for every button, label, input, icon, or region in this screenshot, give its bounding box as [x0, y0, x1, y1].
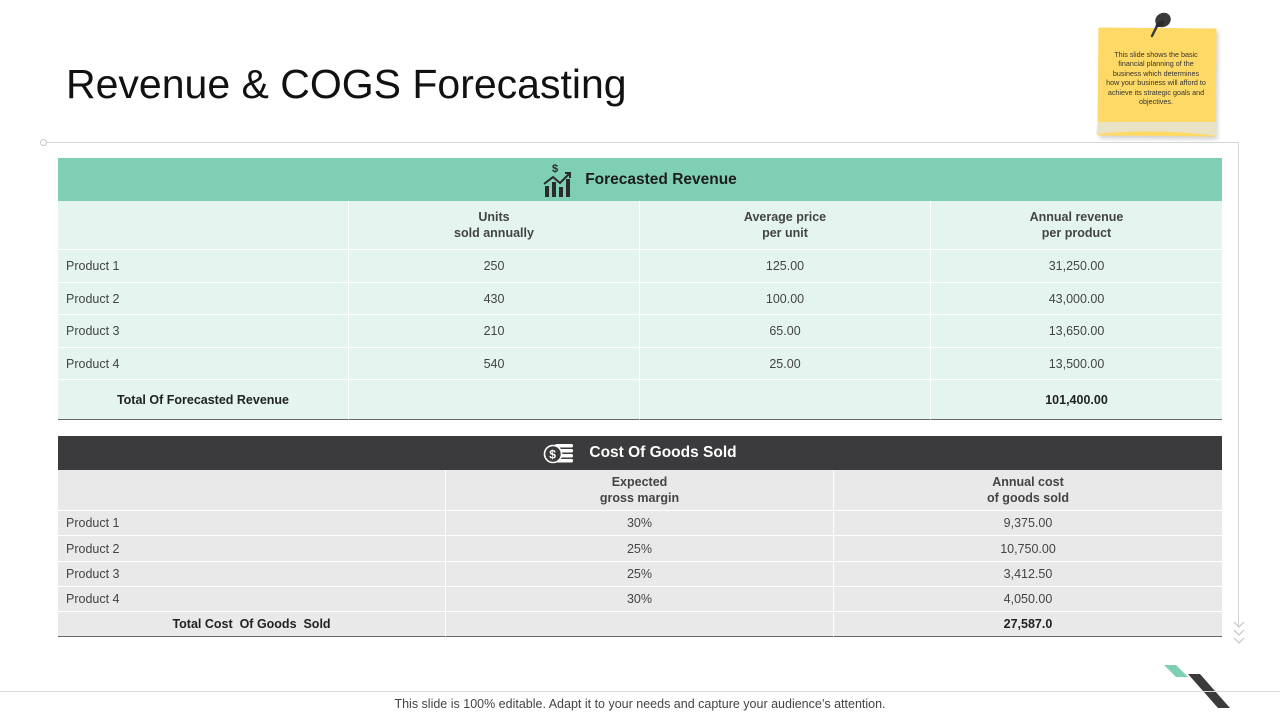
sticky-note-curl — [1096, 122, 1218, 136]
product-name: Product 2 — [58, 536, 446, 562]
table-row: Product 1 30% 9,375.00 — [58, 511, 1222, 536]
column-header-line: Units — [478, 210, 510, 224]
top-divider — [44, 142, 1239, 143]
price-value: 25.00 — [640, 348, 931, 380]
revenue-value: 13,650.00 — [931, 315, 1222, 348]
column-header-line: of goods sold — [987, 491, 1069, 505]
cost-value: 4,050.00 — [834, 587, 1222, 612]
chevrons-down-icon — [1233, 621, 1245, 645]
column-header-price: Average price per unit — [640, 201, 931, 250]
cost-value: 9,375.00 — [834, 511, 1222, 536]
header-empty — [58, 201, 349, 250]
revenue-value: 31,250.00 — [931, 250, 1222, 283]
cost-value: 3,412.50 — [834, 562, 1222, 587]
table-row: Product 3 25% 3,412.50 — [58, 562, 1222, 587]
revenue-table: $ Forecasted Revenue Units sold annually… — [58, 158, 1222, 420]
product-name: Product 4 — [58, 587, 446, 612]
column-header-units: Units sold annually — [349, 201, 640, 250]
units-value: 540 — [349, 348, 640, 380]
header-empty — [58, 470, 446, 511]
sticky-note: This slide shows the basic financial pla… — [1094, 10, 1222, 142]
empty-cell — [349, 380, 640, 420]
divider-dot — [40, 139, 47, 146]
column-header-revenue: Annual revenue per product — [931, 201, 1222, 250]
column-header-line: Average price — [743, 210, 827, 224]
revenue-table-title: Forecasted Revenue — [585, 170, 737, 188]
empty-cell — [640, 380, 931, 420]
revenue-total-row: Total Of Forecasted Revenue 101,400.00 — [58, 380, 1222, 420]
table-row: Product 2 430 100.00 43,000.00 — [58, 283, 1222, 315]
footer-text: This slide is 100% editable. Adapt it to… — [394, 697, 886, 711]
sticky-note-text: This slide shows the basic financial pla… — [1106, 50, 1206, 107]
cogs-column-headers: Expected gross margin Annual cost of goo… — [58, 470, 1222, 511]
units-value: 430 — [349, 283, 640, 315]
margin-value: 25% — [446, 562, 834, 587]
price-value: 125.00 — [640, 250, 931, 283]
right-divider — [1238, 142, 1239, 627]
table-row: Product 2 25% 10,750.00 — [58, 536, 1222, 562]
product-name: Product 3 — [58, 315, 349, 348]
column-header-line: sold annually — [454, 226, 534, 240]
column-header-line: gross margin — [599, 491, 680, 505]
column-header-line: per unit — [762, 226, 808, 240]
revenue-value: 13,500.00 — [931, 348, 1222, 380]
column-header-line: Annual revenue — [1029, 210, 1124, 224]
margin-value: 25% — [446, 536, 834, 562]
cogs-total-row: Total Cost Of Goods Sold 27,587.0 — [58, 612, 1222, 637]
revenue-table-header: $ Forecasted Revenue — [58, 158, 1222, 201]
empty-cell — [446, 612, 834, 637]
table-row: Product 4 30% 4,050.00 — [58, 587, 1222, 612]
table-row: Product 4 540 25.00 13,500.00 — [58, 348, 1222, 380]
cost-value: 10,750.00 — [834, 536, 1222, 562]
slide-title: Revenue & COGS Forecasting — [66, 61, 627, 108]
cogs-total-label: Total Cost Of Goods Sold — [58, 612, 446, 637]
column-header-line: per product — [1041, 226, 1112, 240]
units-value: 250 — [349, 250, 640, 283]
svg-text:$: $ — [552, 163, 558, 175]
footer-divider — [0, 691, 1280, 692]
revenue-total-label: Total Of Forecasted Revenue — [58, 380, 349, 420]
table-row: Product 3 210 65.00 13,650.00 — [58, 315, 1222, 348]
cogs-table-title: Cost Of Goods Sold — [589, 444, 737, 461]
column-header-line: Annual cost — [992, 475, 1064, 489]
product-name: Product 2 — [58, 283, 349, 315]
product-name: Product 3 — [58, 562, 446, 587]
cogs-table-header: $ Cost Of Goods Sold — [58, 436, 1222, 470]
column-header-line: Expected — [611, 475, 668, 489]
units-value: 210 — [349, 315, 640, 348]
revenue-value: 43,000.00 — [931, 283, 1222, 315]
cogs-total-value: 27,587.0 — [834, 612, 1222, 637]
product-name: Product 4 — [58, 348, 349, 380]
price-value: 65.00 — [640, 315, 931, 348]
revenue-column-headers: Units sold annually Average price per un… — [58, 201, 1222, 250]
margin-value: 30% — [446, 511, 834, 536]
svg-text:$: $ — [550, 448, 557, 462]
product-name: Product 1 — [58, 250, 349, 283]
column-header-cost: Annual cost of goods sold — [834, 470, 1222, 511]
coins-icon: $ — [544, 444, 574, 464]
price-value: 100.00 — [640, 283, 931, 315]
cogs-table: $ Cost Of Goods Sold Expected gross marg… — [58, 436, 1222, 637]
revenue-growth-icon: $ — [543, 163, 572, 197]
pushpin-icon — [1150, 12, 1171, 38]
column-header-margin: Expected gross margin — [446, 470, 834, 511]
margin-value: 30% — [446, 587, 834, 612]
revenue-total-value: 101,400.00 — [931, 380, 1222, 420]
table-row: Product 1 250 125.00 31,250.00 — [58, 250, 1222, 283]
product-name: Product 1 — [58, 511, 446, 536]
